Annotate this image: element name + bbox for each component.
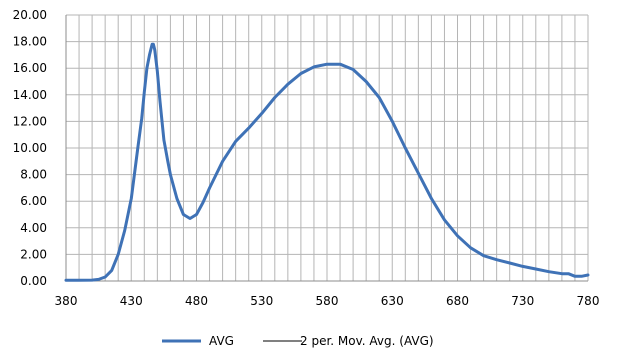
x-tick-label: 780 [577, 294, 600, 308]
x-tick-label: 530 [250, 294, 273, 308]
legend-label-avg: AVG [209, 334, 234, 348]
y-tick-label: 16.00 [13, 61, 47, 75]
x-tick-label: 380 [55, 294, 78, 308]
grid-layer [65, 14, 589, 282]
x-tick-label: 630 [381, 294, 404, 308]
x-tick-label: 730 [511, 294, 534, 308]
axis-layer: 0.00 2.00 4.00 6.00 8.00 10.00 12.00 14.00 16.00… [13, 8, 600, 308]
y-tick-label: 0.00 [20, 274, 47, 288]
legend-label-moving-average: 2 per. Mov. Avg. (AVG) [300, 334, 434, 348]
y-tick-label: 18.00 [13, 35, 47, 49]
y-tick-label: 4.00 [20, 221, 47, 235]
y-tick-label: 6.00 [20, 194, 47, 208]
legend: AVG 2 per. Mov. Avg. (AVG) [162, 334, 434, 348]
y-tick-label: 10.00 [13, 141, 47, 155]
x-tick-label: 430 [120, 294, 143, 308]
x-tick-label: 480 [185, 294, 208, 308]
x-tick-label: 580 [316, 294, 339, 308]
y-tick-label: 20.00 [13, 8, 47, 22]
x-tick-label: 680 [446, 294, 469, 308]
y-tick-label: 2.00 [20, 247, 47, 261]
y-tick-label: 8.00 [20, 168, 47, 182]
y-tick-label: 14.00 [13, 88, 47, 102]
series-line-avg [64, 42, 590, 282]
y-tick-label: 12.00 [13, 114, 47, 128]
series-layer [64, 42, 590, 282]
